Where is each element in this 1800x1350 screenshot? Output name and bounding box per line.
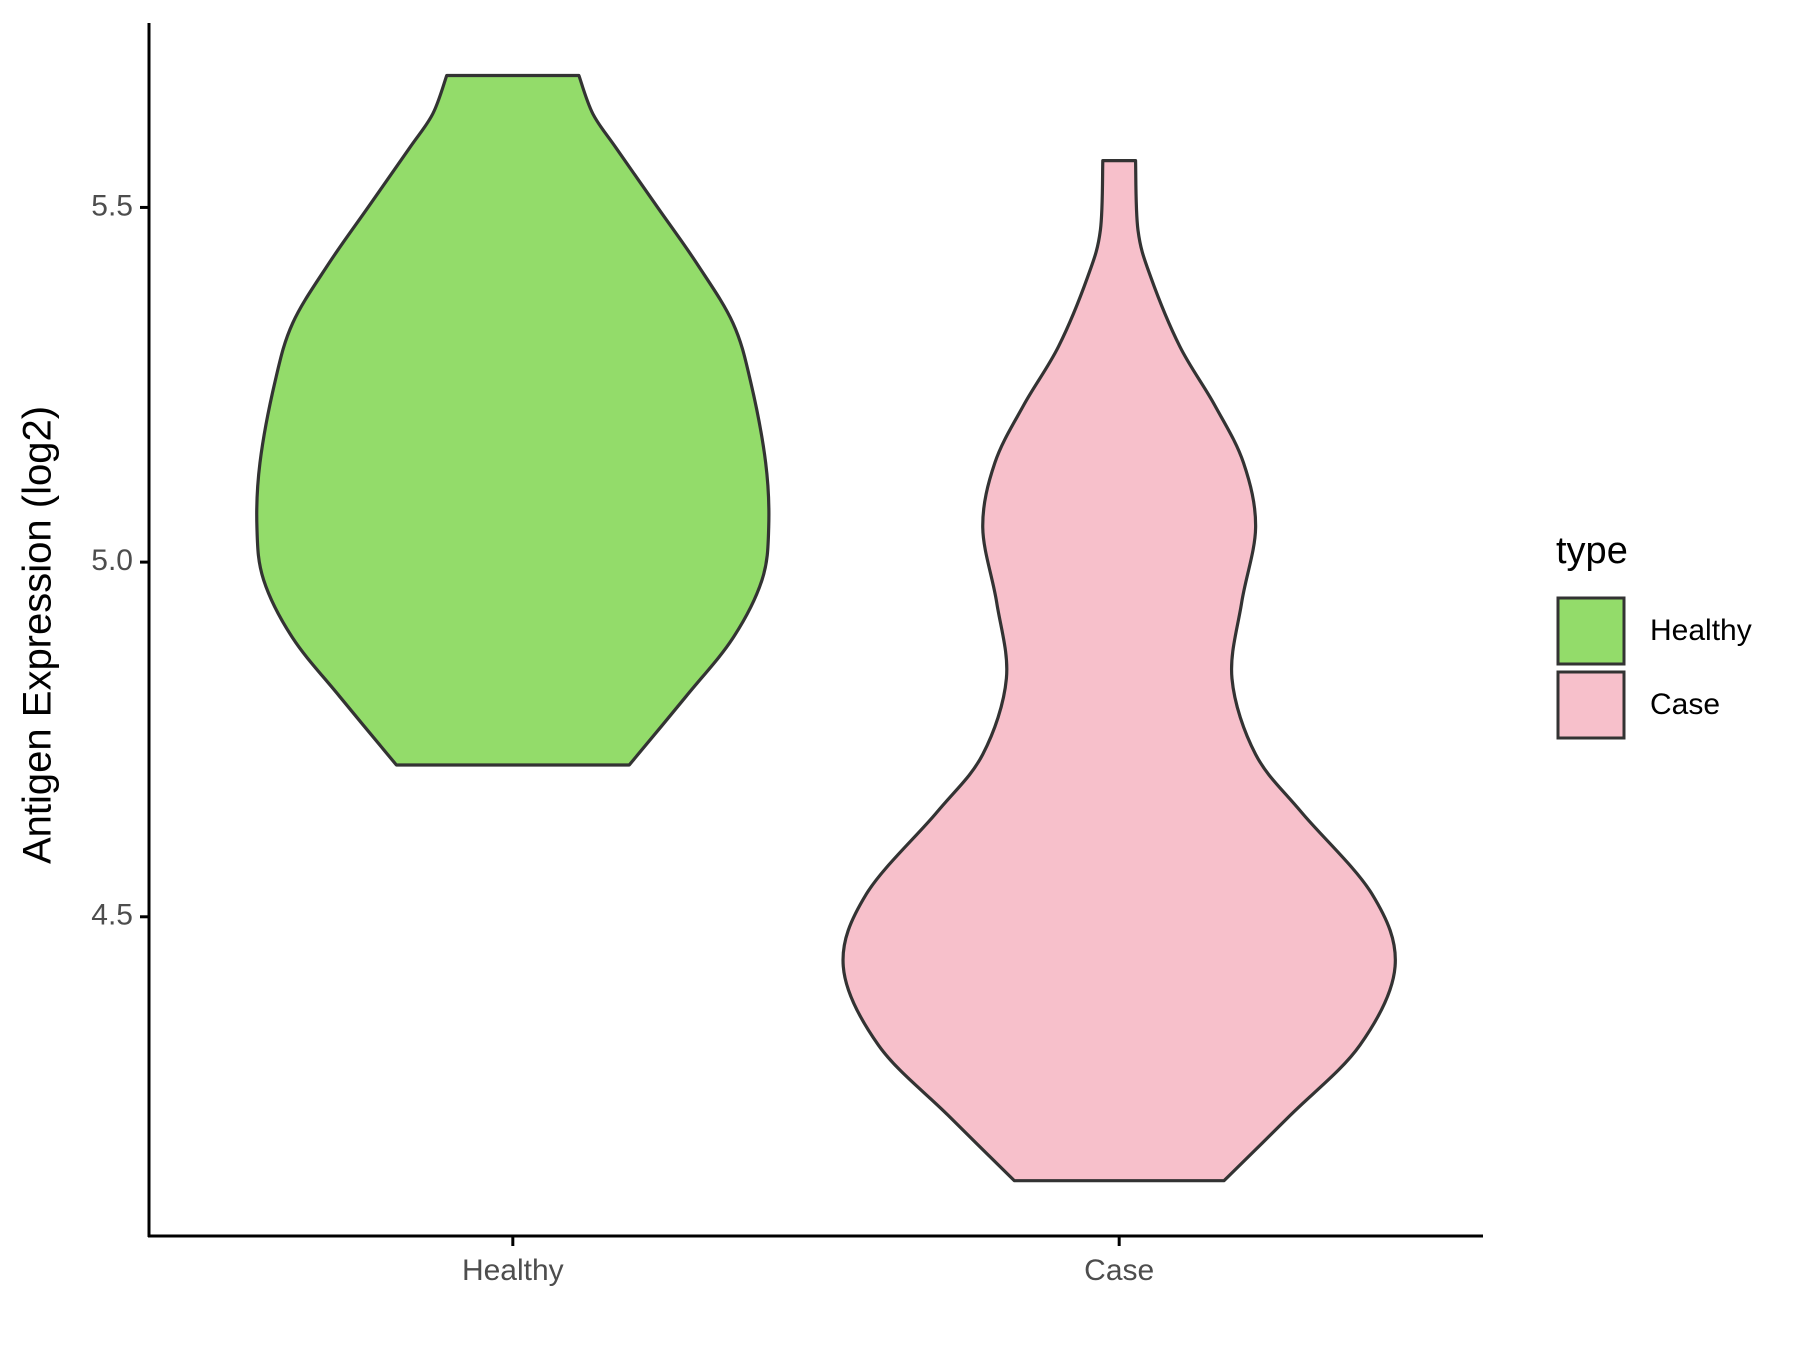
legend-title: type [1556,530,1628,572]
x-tick-label: Case [1084,1254,1154,1287]
legend-label: Healthy [1650,614,1752,647]
y-tick-label: 4.5 [91,899,133,932]
y-axis-title: Antigen Expression (log2) [16,406,60,864]
legend-key [1556,670,1626,740]
violin [255,73,771,767]
y-tick-label: 5.0 [91,544,133,577]
x-tick-label: Healthy [462,1254,564,1287]
legend-label: Case [1650,688,1720,721]
y-tick-label: 5.5 [91,189,133,222]
legend-key [1556,596,1626,666]
violin [841,159,1397,1183]
